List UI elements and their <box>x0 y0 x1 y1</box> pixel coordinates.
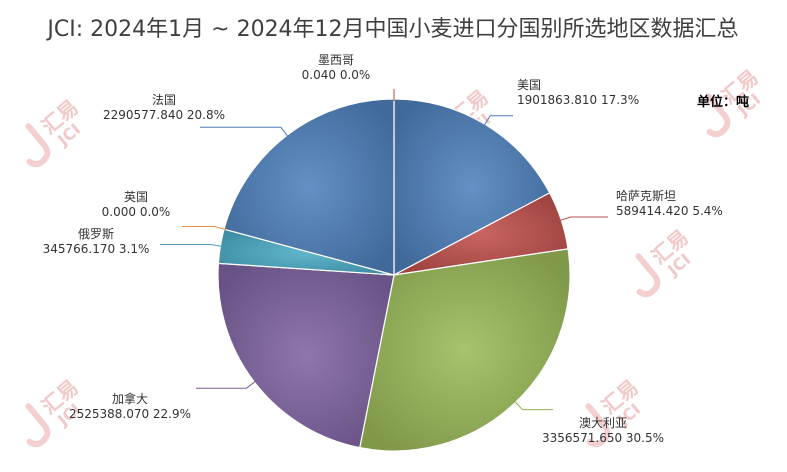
slice-label-value: 2290577.840 20.8% <box>103 108 225 122</box>
slice-label-value: 2525388.070 22.9% <box>69 407 191 421</box>
slice-label-name: 法国 <box>152 93 176 107</box>
slice-label-name: 墨西哥 <box>318 53 354 67</box>
unit-label: 单位：吨 <box>697 94 749 110</box>
leader-line <box>196 380 257 389</box>
slice-label-name: 美国 <box>517 78 541 92</box>
slice-label-value: 3356571.650 30.5% <box>542 431 664 445</box>
leader-line <box>160 244 223 247</box>
slice-label-name: 哈萨克斯坦 <box>616 189 676 203</box>
leader-line <box>200 126 289 138</box>
slice-label-name: 英国 <box>124 190 148 204</box>
pie-slices <box>217 98 571 452</box>
slice-label-name: 俄罗斯 <box>78 227 114 241</box>
label-leader-lines <box>160 89 608 411</box>
slice-label-value: 0.040 0.0% <box>302 68 371 82</box>
slice-label-value: 345766.170 3.1% <box>43 242 150 256</box>
chart-title: JCI: 2024年1月 ~ 2024年12月中国小麦进口分国别所选地区数据汇总 <box>45 17 738 42</box>
leader-line <box>559 216 608 222</box>
leader-line <box>483 115 513 127</box>
slice-label-name: 加拿大 <box>112 391 148 406</box>
leader-line <box>182 226 227 231</box>
leader-line <box>513 400 553 411</box>
slice-label-value: 0.000 0.0% <box>102 205 171 219</box>
slice-label-value: 589414.420 5.4% <box>616 204 723 218</box>
slice-label-value: 1901863.810 17.3% <box>517 93 639 107</box>
slice-label-name: 澳大利亚 <box>579 416 627 430</box>
